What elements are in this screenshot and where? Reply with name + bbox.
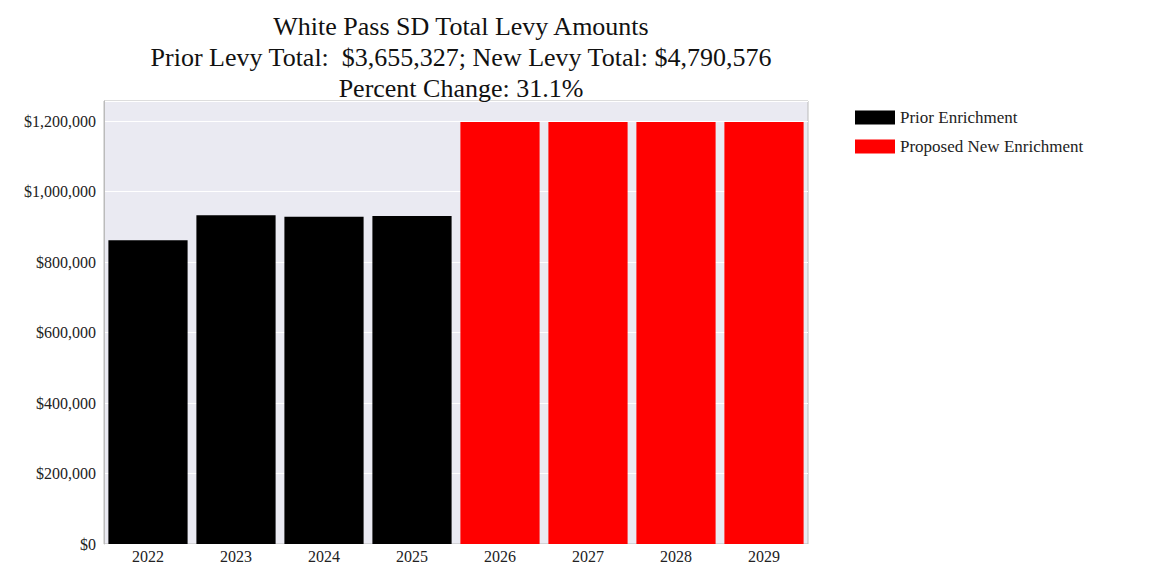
svg-text:2025: 2025 (396, 548, 428, 565)
svg-text:$0: $0 (80, 536, 96, 553)
svg-text:2022: 2022 (132, 548, 164, 565)
svg-text:Prior Levy Total: $3,655,327;: Prior Levy Total: $3,655,327; New Levy T… (151, 43, 772, 72)
svg-text:$1,200,000: $1,200,000 (24, 113, 96, 130)
svg-text:2023: 2023 (220, 548, 252, 565)
svg-text:2029: 2029 (748, 548, 780, 565)
svg-text:2027: 2027 (572, 548, 604, 565)
svg-text:$800,000: $800,000 (36, 254, 96, 271)
svg-text:Proposed New Enrichment: Proposed New Enrichment (900, 137, 1083, 156)
svg-text:2024: 2024 (308, 548, 340, 565)
svg-text:Prior Enrichment: Prior Enrichment (900, 108, 1018, 127)
svg-text:$600,000: $600,000 (36, 324, 96, 341)
svg-text:Percent Change: 31.1%: Percent Change: 31.1% (339, 74, 584, 103)
svg-text:$400,000: $400,000 (36, 395, 96, 412)
svg-text:2026: 2026 (484, 548, 516, 565)
svg-text:$1,000,000: $1,000,000 (24, 183, 96, 200)
svg-text:$200,000: $200,000 (36, 465, 96, 482)
svg-text:White Pass SD Total Levy Amoun: White Pass SD Total Levy Amounts (273, 12, 648, 41)
svg-text:2028: 2028 (660, 548, 692, 565)
